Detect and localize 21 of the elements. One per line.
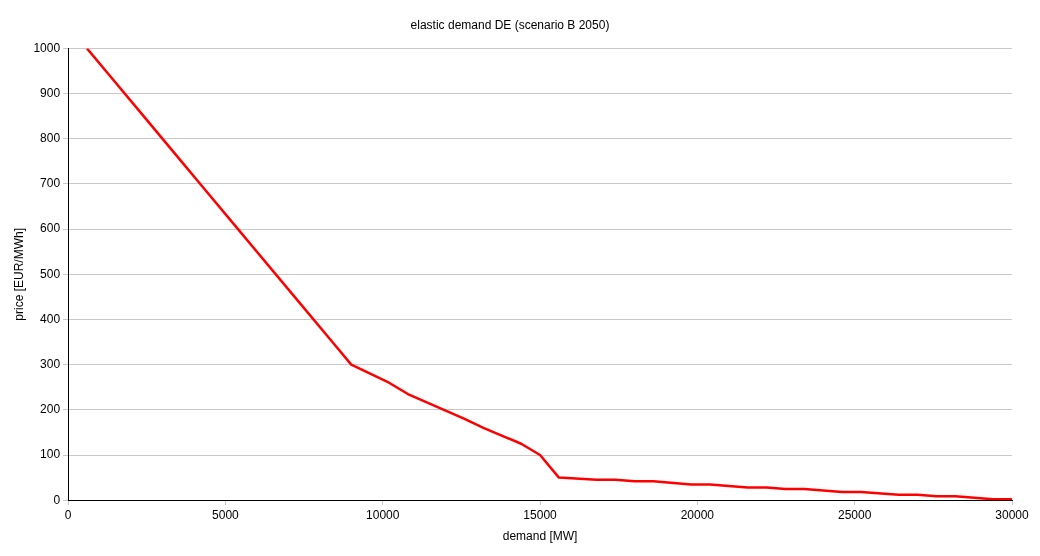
y-tick-label: 0 (53, 492, 61, 507)
x-axis-title: demand [MW] (502, 529, 578, 544)
y-tick-label: 1000 (33, 40, 61, 55)
y-axis-title: price [EUR/MWh] (11, 227, 26, 321)
y-tick-label: 900 (40, 85, 61, 100)
x-tick-label: 30000 (995, 507, 1030, 522)
y-tick-label: 600 (40, 221, 61, 236)
x-tick-label: 15000 (523, 507, 558, 522)
chart-title: elastic demand DE (scenario B 2050) (410, 17, 610, 32)
y-tick-label: 300 (40, 356, 61, 371)
x-tick-label: 0 (64, 507, 72, 522)
x-tick-label: 10000 (366, 507, 400, 522)
y-tick-label: 500 (40, 266, 61, 281)
y-tick-label: 700 (40, 176, 61, 191)
x-tick-label: 25000 (838, 507, 872, 522)
y-tick-label: 800 (40, 131, 61, 146)
y-tick-label: 400 (40, 311, 61, 326)
y-tick-label: 200 (40, 402, 61, 417)
x-tick-label: 5000 (212, 507, 240, 522)
y-tick-label: 100 (40, 447, 61, 462)
x-tick-label: 20000 (680, 507, 715, 522)
